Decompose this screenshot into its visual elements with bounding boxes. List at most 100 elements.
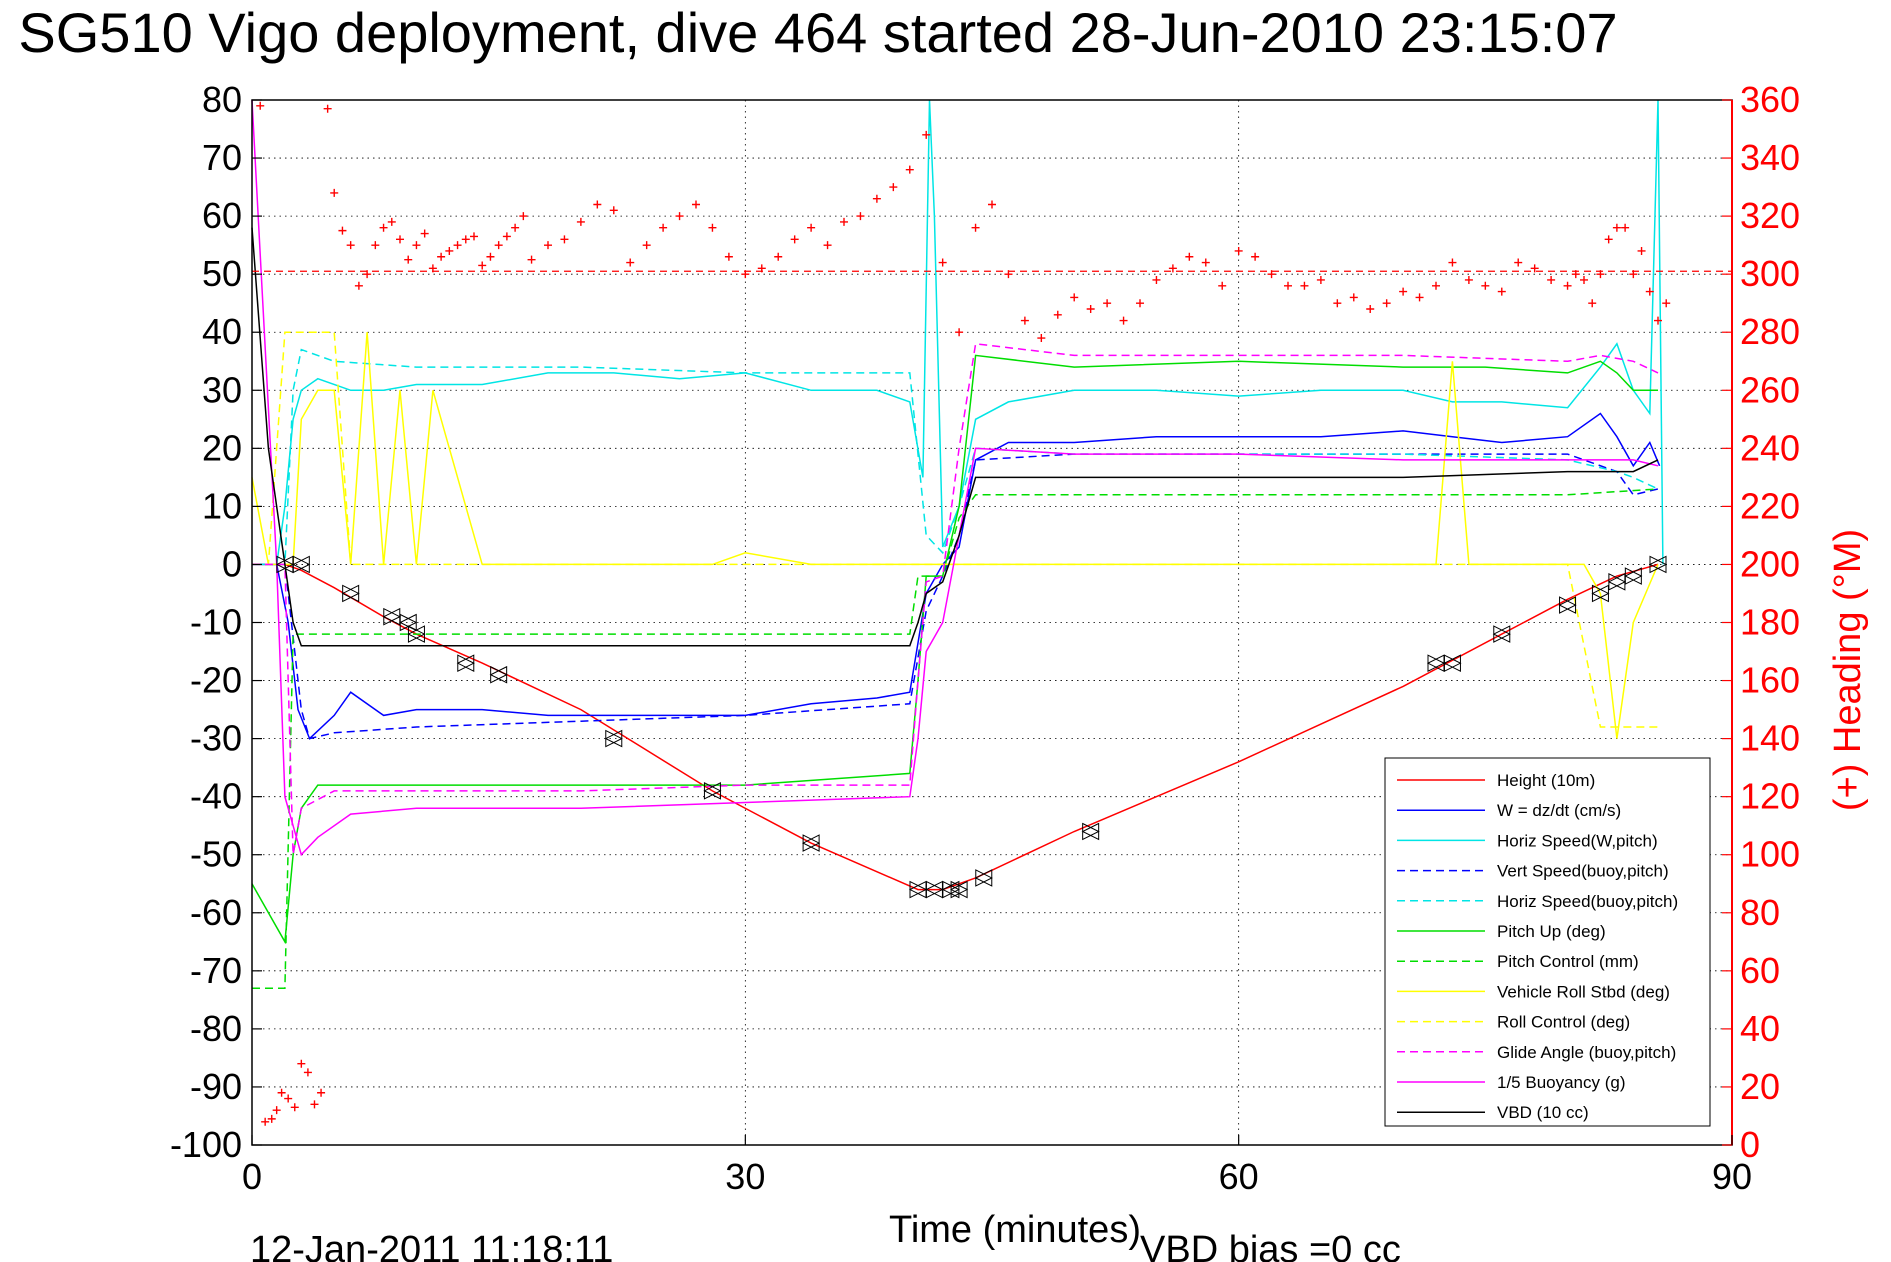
heading-point [1020,316,1029,325]
heading-point [277,1088,286,1097]
heading-point [272,1106,281,1115]
heading-point [1571,270,1580,279]
legend: Height (10m) W = dz/dt (cm/s) Horiz Speed(… [1384,757,1711,1127]
heading-point [261,1117,270,1126]
heading-point [1086,305,1095,313]
heading-point [284,1094,293,1103]
heading-point [626,258,635,267]
heading-point [428,264,437,273]
y-right-tick-label: 360 [1740,79,1800,120]
heading-point [527,255,536,264]
series-line-3 [252,453,1659,740]
heading-point [363,270,372,279]
heading-point [379,223,388,232]
y-tick-label: -80 [190,1008,242,1049]
x-tick-label: 30 [725,1156,765,1197]
triangle-marker [1081,822,1100,841]
heading-point [790,235,799,244]
heading-point [971,223,980,232]
series-line-4 [252,348,1659,566]
heading-point [807,223,816,232]
heading-point [1415,293,1424,302]
series-lines [251,99,1664,990]
heading-point [1316,275,1325,284]
heading-point [905,165,914,174]
triangle-marker [703,782,722,800]
heading-point [494,241,503,250]
heading-point [938,258,947,267]
triangle-marker [456,654,475,672]
right-axis-ticks: 3603403203002802602402202001801601401201… [1722,79,1800,1165]
heading-point [1530,264,1539,273]
heading-point [1136,299,1144,308]
series-line-1 [252,412,1661,740]
y-right-tick-label: 200 [1740,543,1800,584]
series-line-9 [252,342,1659,855]
legend-label-8: Roll Control (deg) [1497,1013,1630,1032]
heading-point [1604,235,1613,244]
heading-point [872,194,881,203]
heading-point [445,246,454,255]
heading-point [1481,281,1490,290]
y-tick-label: 20 [202,427,242,468]
y-tick-label: -20 [190,660,242,701]
legend-label-9: Glide Angle (buoy,pitch) [1497,1043,1676,1062]
heading-point [1497,287,1506,296]
left-axis-ticks: 80 70 60 50 40 30 20 10 0 -10 -20 -30 -40 -50 -60 -70 -8… [170,79,262,1165]
heading-point [1654,316,1662,325]
heading-point [1588,299,1597,308]
y-right-tick-label: 320 [1740,195,1800,236]
heading-point [420,229,429,238]
chart-title: SG510 Vigo deployment, dive 464 started … [18,1,1617,64]
y-tick-label: 50 [202,253,242,294]
y-right-tick-label: 280 [1740,311,1800,352]
triangle-marker [292,555,311,574]
y-tick-label: -30 [190,718,242,759]
heading-point [256,101,265,110]
heading-point [1612,223,1621,232]
heading-point [310,1100,319,1109]
heading-point [1119,316,1128,325]
heading-point [1267,270,1276,279]
heading-point [840,217,848,226]
heading-point [346,241,355,250]
y-right-tick-label: 80 [1740,892,1780,933]
heading-point [692,200,700,209]
heading-point [470,232,478,241]
heading-point [1662,299,1671,308]
heading-point [1349,293,1358,302]
y-tick-label: -100 [170,1124,242,1165]
heading-point [1645,287,1654,296]
heading-point [889,183,898,192]
y-tick-label: -90 [190,1066,242,1107]
legend-label-1: W = dz/dt (cm/s) [1497,801,1621,820]
heading-point [1284,281,1292,290]
x-tick-label: 90 [1712,1156,1752,1197]
heading-point [675,212,684,221]
heading-point [437,252,446,261]
triangle-marker [1591,584,1610,603]
triangle-marker [1648,555,1668,574]
y-tick-label: -10 [190,602,242,643]
triangle-markers [275,555,1668,899]
heading-point [856,212,865,221]
y-tick-label: 80 [202,79,242,120]
heading-point [290,1103,299,1112]
heading-point [354,281,363,290]
triangle-marker [604,729,623,748]
heading-point [297,1059,306,1068]
y-tick-label: -70 [190,950,242,991]
x-tick-label: 60 [1219,1156,1259,1197]
heading-point [1596,270,1605,279]
heading-point [1070,293,1079,302]
heading-point [404,255,413,264]
triangle-marker [1558,596,1577,614]
heading-point [774,252,783,261]
heading-point [560,235,569,244]
triangle-marker [1492,625,1511,643]
series-line-11 [251,227,1659,647]
heading-point [1366,305,1375,313]
triangle-marker [949,880,969,899]
heading-point [412,241,421,250]
heading-point [486,252,495,261]
